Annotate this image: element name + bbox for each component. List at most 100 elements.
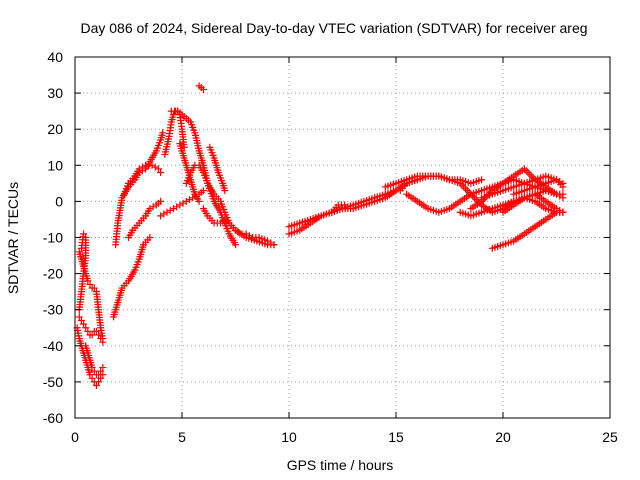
data-point <box>88 331 96 339</box>
data-point <box>92 382 100 390</box>
data-point <box>157 212 165 220</box>
x-tick-label: 20 <box>495 429 511 445</box>
data-point <box>559 190 567 198</box>
data-point <box>185 196 193 204</box>
data-point <box>82 324 90 332</box>
x-tick-label: 5 <box>178 429 186 445</box>
data-point <box>163 208 171 216</box>
data-point <box>160 210 168 218</box>
data-point <box>80 320 88 328</box>
data-point <box>99 363 107 371</box>
data-point <box>99 338 107 346</box>
data-point <box>151 163 159 171</box>
series-j <box>161 107 188 158</box>
data-point <box>199 85 207 93</box>
series-d <box>82 342 107 379</box>
data-point <box>84 327 92 335</box>
y-tick-label: -40 <box>43 338 63 354</box>
data-point <box>157 169 165 177</box>
data-point <box>77 244 85 252</box>
data-point <box>460 183 468 191</box>
x-tick-label: 0 <box>71 429 79 445</box>
series-z <box>478 172 567 202</box>
data-point <box>86 280 94 288</box>
data-point <box>97 335 105 343</box>
series-p <box>157 187 207 220</box>
series-f <box>110 234 154 321</box>
chart-title: Day 086 of 2024, Sidereal Day-to-day VTE… <box>80 20 587 36</box>
data-point <box>166 206 174 214</box>
data-point <box>77 317 85 325</box>
y-tick-label: 30 <box>47 85 63 101</box>
data-point <box>88 363 96 371</box>
series-o <box>206 143 229 195</box>
data-point <box>221 187 229 195</box>
x-axis-ticks: 0 5 10 15 20 25 <box>71 57 618 445</box>
data-point <box>528 172 536 180</box>
data-point <box>526 170 534 178</box>
data-point <box>97 374 105 382</box>
data-point <box>95 331 103 339</box>
series-e <box>75 230 90 314</box>
series-h <box>125 197 165 241</box>
x-tick-label: 10 <box>281 429 297 445</box>
data-point <box>154 165 162 173</box>
x-tick-label: 15 <box>388 429 404 445</box>
data-point <box>199 187 207 195</box>
data-point <box>75 313 83 321</box>
y-tick-label: 20 <box>47 121 63 137</box>
y-tick-label: -30 <box>43 302 63 318</box>
data-point <box>179 199 187 207</box>
series-g <box>112 129 167 249</box>
y-tick-label: -60 <box>43 410 63 426</box>
grid <box>75 57 610 418</box>
data-points <box>73 82 567 390</box>
data-point <box>169 111 177 119</box>
data-point <box>90 367 98 375</box>
y-axis-label: SDTVAR / TECUs <box>5 182 21 294</box>
data-point <box>556 206 564 214</box>
data-point <box>86 371 94 379</box>
y-tick-label: 0 <box>55 193 63 209</box>
data-point <box>195 197 203 205</box>
data-point <box>95 371 103 379</box>
series-s <box>285 201 349 238</box>
series-i <box>120 161 165 198</box>
series-q <box>195 82 207 93</box>
data-point <box>182 197 190 205</box>
data-point <box>559 179 567 187</box>
data-point <box>159 129 167 137</box>
data-point <box>173 203 181 211</box>
data-point <box>88 374 96 382</box>
y-tick-label: -10 <box>43 230 63 246</box>
data-point <box>176 201 184 209</box>
data-point <box>92 327 100 335</box>
series-ab <box>499 190 567 216</box>
data-point <box>463 187 471 195</box>
data-point <box>522 167 530 175</box>
series-n <box>199 205 278 249</box>
y-tick-label: 40 <box>47 49 63 65</box>
y-tick-label: -20 <box>43 266 63 282</box>
series-aa <box>488 208 567 252</box>
x-tick-label: 25 <box>602 429 618 445</box>
series-ac <box>510 176 567 198</box>
data-point <box>169 205 177 213</box>
data-point <box>232 241 239 249</box>
y-tick-label: -50 <box>43 374 63 390</box>
data-point <box>462 185 470 193</box>
data-point <box>149 203 157 211</box>
data-point <box>97 367 105 375</box>
y-axis-ticks: -60 -50 -40 -30 -20 -10 0 10 20 30 40 <box>43 49 610 426</box>
y-tick-label: 10 <box>47 157 63 173</box>
data-point <box>90 284 98 292</box>
x-axis-label: GPS time / hours <box>287 457 394 473</box>
data-point <box>157 197 165 205</box>
data-point <box>478 176 486 184</box>
data-point <box>146 234 154 241</box>
data-point <box>95 378 103 386</box>
data-point <box>559 208 567 216</box>
data-point <box>138 163 146 171</box>
series-c <box>75 313 107 346</box>
